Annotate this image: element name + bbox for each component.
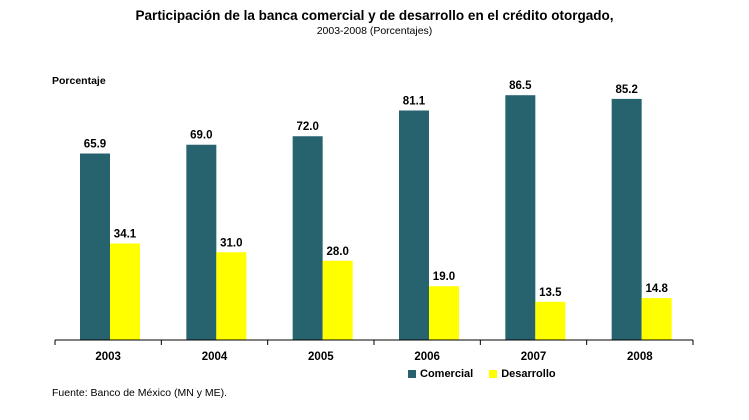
x-tick-label-2006: 2006 [414,351,440,363]
source-note: Fuente: Banco de México (MN y ME). [52,387,228,399]
legend: Comercial Desarrollo [408,368,572,380]
legend-label-comercial: Comercial [420,368,474,380]
bar-comercial-2004 [186,144,217,340]
data-label-comercial-2006: 81.1 [403,95,426,107]
y-axis-label: Porcentaje [52,75,106,87]
chart-title: Participación de la banca comercial y de… [135,8,614,23]
bar-desarrollo-2005 [322,260,353,340]
data-label-comercial-2005: 72.0 [296,121,318,133]
data-label-comercial-2007: 86.5 [509,80,532,92]
chart-subtitle: 2003-2008 (Porcentajes) [316,25,433,37]
data-label-desarrollo-2006: 19.0 [433,271,455,283]
legend-swatch-comercial [408,370,416,378]
data-label-comercial-2008: 85.2 [615,84,637,96]
data-label-desarrollo-2008: 14.8 [645,283,668,295]
x-tick-label-2007: 2007 [521,351,547,363]
bar-desarrollo-2007 [535,301,566,340]
bar-comercial-2008 [611,98,642,340]
bar-desarrollo-2004 [216,252,247,340]
data-label-desarrollo-2007: 13.5 [539,287,562,299]
bar-desarrollo-2006 [429,286,459,340]
data-label-desarrollo-2005: 28.0 [326,246,348,258]
legend-swatch-desarrollo [489,370,498,378]
x-tick-label-2008: 2008 [627,351,653,363]
bar-desarrollo-2003 [110,243,140,340]
x-tick-label-2004: 2004 [202,351,228,363]
x-tick-label-2003: 2003 [95,351,121,363]
x-tick-label-2005: 2005 [308,351,334,363]
bar-comercial-2007 [505,95,536,340]
legend-label-desarrollo: Desarrollo [501,368,556,380]
data-label-comercial-2003: 65.9 [84,139,106,151]
data-label-desarrollo-2003: 34.1 [114,228,137,240]
data-label-desarrollo-2004: 31.0 [220,237,242,249]
legend-item-desarrollo: Desarrollo [489,368,556,380]
bar-comercial-2006 [399,110,429,340]
bar-comercial-2003 [80,153,110,340]
data-label-comercial-2004: 69.0 [190,130,212,142]
legend-item-comercial: Comercial [408,368,473,380]
bar-comercial-2005 [292,136,323,340]
bar-desarrollo-2008 [641,298,672,340]
